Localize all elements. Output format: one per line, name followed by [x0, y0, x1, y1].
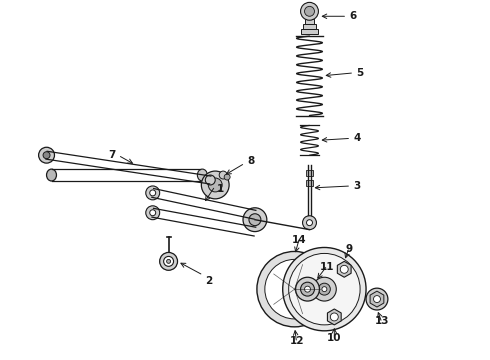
Text: 7: 7	[109, 150, 116, 160]
Polygon shape	[370, 291, 384, 307]
Circle shape	[201, 171, 229, 199]
Text: 2: 2	[205, 276, 213, 286]
Circle shape	[340, 265, 348, 273]
Circle shape	[300, 282, 315, 296]
Circle shape	[43, 152, 50, 159]
Bar	[305, 19, 315, 24]
Circle shape	[167, 260, 171, 264]
Circle shape	[224, 174, 230, 180]
Text: 9: 9	[345, 244, 353, 255]
Polygon shape	[327, 309, 341, 325]
Circle shape	[305, 6, 315, 16]
Text: 10: 10	[327, 333, 342, 343]
Circle shape	[300, 3, 318, 20]
Circle shape	[146, 206, 160, 220]
Circle shape	[164, 256, 173, 266]
Text: 4: 4	[353, 133, 361, 143]
Bar	[306, 170, 314, 176]
Circle shape	[257, 251, 332, 327]
Circle shape	[160, 252, 177, 270]
Ellipse shape	[197, 169, 207, 181]
Circle shape	[322, 287, 327, 292]
Bar	[300, 29, 318, 34]
Circle shape	[295, 277, 319, 301]
Circle shape	[150, 210, 156, 216]
Circle shape	[243, 208, 267, 231]
Circle shape	[205, 175, 215, 185]
Text: 1: 1	[217, 184, 224, 194]
Ellipse shape	[47, 169, 56, 181]
Circle shape	[219, 171, 227, 179]
Text: 3: 3	[353, 181, 361, 191]
Circle shape	[150, 190, 156, 196]
Text: 14: 14	[292, 235, 307, 244]
Text: 12: 12	[290, 336, 304, 346]
Circle shape	[313, 277, 336, 301]
Circle shape	[289, 253, 360, 325]
Circle shape	[366, 288, 388, 310]
Text: 11: 11	[320, 262, 335, 273]
Circle shape	[249, 214, 261, 226]
Circle shape	[146, 186, 160, 200]
Circle shape	[373, 296, 380, 302]
Circle shape	[305, 286, 311, 292]
Circle shape	[265, 260, 324, 319]
Circle shape	[302, 216, 317, 230]
Bar	[306, 180, 314, 186]
Text: 5: 5	[356, 68, 364, 78]
Text: 6: 6	[349, 11, 356, 21]
Text: 8: 8	[247, 156, 254, 166]
Circle shape	[208, 178, 222, 192]
Circle shape	[318, 283, 330, 295]
Circle shape	[39, 147, 54, 163]
Circle shape	[283, 247, 366, 331]
Circle shape	[330, 313, 338, 321]
Text: 13: 13	[375, 316, 389, 326]
Bar	[302, 24, 317, 29]
Polygon shape	[337, 261, 351, 277]
Circle shape	[307, 220, 313, 226]
